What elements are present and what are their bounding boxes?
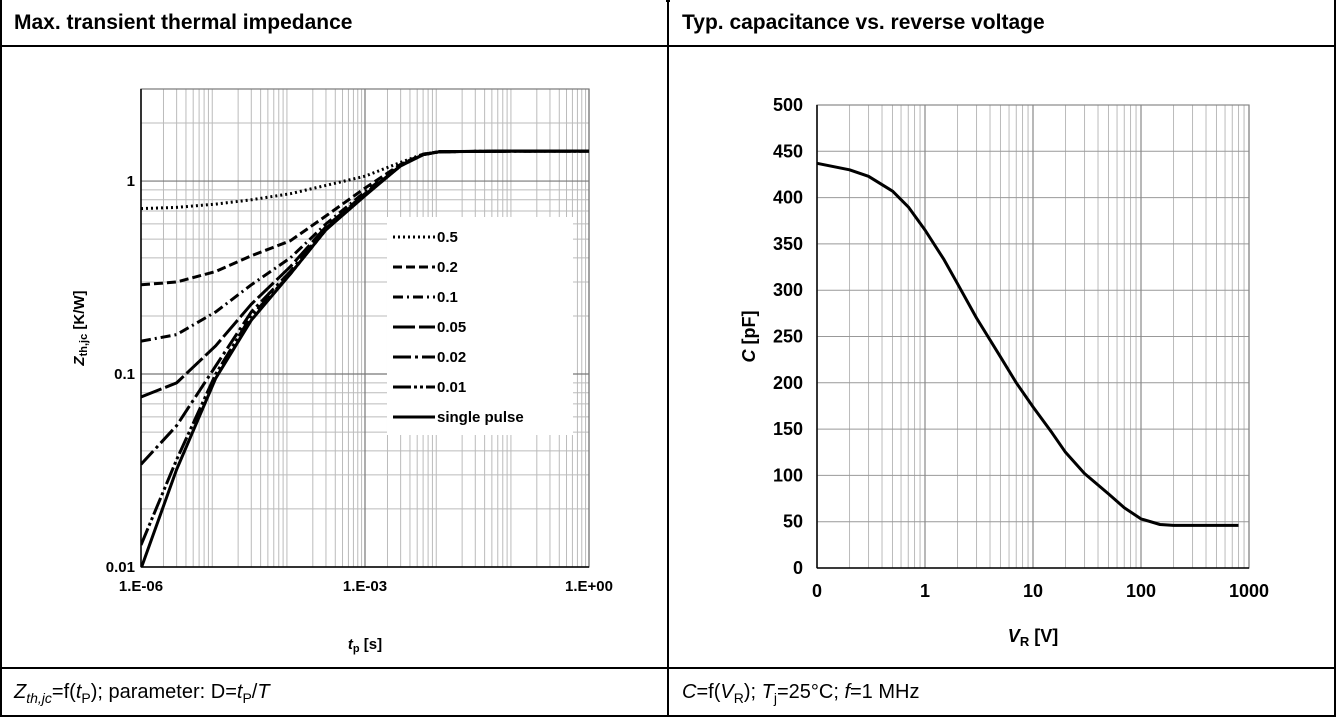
right-panel-footer: C=f(VR); Tj=25°C; f=1 MHz bbox=[670, 668, 1334, 717]
y-tick-label: 350 bbox=[773, 234, 803, 254]
x-tick-label: 10 bbox=[1023, 581, 1043, 601]
footer-f: f bbox=[844, 681, 850, 703]
x-tick-label: 100 bbox=[1126, 581, 1156, 601]
x-tick-label: 1.E-03 bbox=[343, 578, 387, 595]
legend-box bbox=[387, 217, 573, 435]
footer-text: =f( bbox=[696, 681, 721, 703]
footer-z: Z bbox=[14, 681, 27, 703]
y-axis-label: C [pF] bbox=[739, 311, 759, 363]
x-axis-label: tp [s] bbox=[348, 636, 382, 655]
x-tick-label: 1.E+00 bbox=[565, 578, 613, 595]
footer-v-sub: R bbox=[733, 690, 744, 706]
footer-t-sub: P bbox=[81, 690, 91, 706]
x-tick-label: 1 bbox=[920, 581, 930, 601]
left-panel-header: Max. transient thermal impedance bbox=[2, 0, 666, 38]
x-tick-label: 0 bbox=[812, 581, 822, 601]
legend-label: 0.2 bbox=[437, 259, 458, 276]
x-tick-label: 1.E-06 bbox=[119, 578, 163, 595]
series-line-0.01 bbox=[141, 149, 589, 546]
footer-t: t bbox=[75, 681, 82, 703]
footer-text: / bbox=[251, 681, 258, 703]
right-panel-header: Typ. capacitance vs. reverse voltage bbox=[670, 0, 1334, 38]
y-tick-label: 0 bbox=[793, 558, 803, 578]
footer-text: =25°C; bbox=[776, 681, 845, 703]
y-tick-label: 400 bbox=[773, 188, 803, 208]
series-line-capacitance bbox=[816, 161, 1239, 527]
footer-text: ); bbox=[743, 681, 762, 703]
legend-label: 0.01 bbox=[437, 379, 466, 396]
series-line-single-pulse bbox=[141, 149, 589, 567]
y-tick-label: 50 bbox=[783, 512, 803, 532]
legend-label: single pulse bbox=[437, 409, 524, 426]
y-tick-label: 450 bbox=[773, 141, 803, 161]
legend-label: 0.5 bbox=[437, 229, 458, 246]
y-tick-label: 250 bbox=[773, 327, 803, 347]
footer-z-sub: th,jc bbox=[26, 690, 52, 706]
footer-t-sub: P bbox=[242, 690, 252, 706]
x-axis-label: VR [V] bbox=[1008, 626, 1058, 649]
footer-v: V bbox=[720, 681, 734, 703]
y-axis-label: Zth,jc [K/W] bbox=[71, 290, 90, 366]
footer-text: ); parameter: D= bbox=[90, 681, 237, 703]
footer-t-sub: j bbox=[773, 690, 777, 706]
y-tick-label: 150 bbox=[773, 419, 803, 439]
legend-label: 0.02 bbox=[437, 349, 466, 366]
series-line-0.5 bbox=[141, 149, 589, 211]
y-tick-label: 200 bbox=[773, 373, 803, 393]
footer-text: =f( bbox=[51, 681, 76, 703]
x-tick-label: 1000 bbox=[1229, 581, 1269, 601]
y-tick-label: 0.01 bbox=[106, 559, 135, 576]
legend-label: 0.05 bbox=[437, 319, 466, 336]
footer-t: t bbox=[236, 681, 243, 703]
y-tick-label: 0.1 bbox=[114, 366, 135, 383]
y-tick-label: 300 bbox=[773, 280, 803, 300]
footer-period: T bbox=[257, 681, 270, 703]
y-tick-label: 500 bbox=[773, 95, 803, 115]
footer-t: T bbox=[761, 681, 774, 703]
capacitance-chart: 0 1 10 100 1000 0 50 100 150 200 250 300 350 400 450 50… bbox=[739, 95, 1269, 649]
left-panel-footer: Zth,jc=f(tP); parameter: D=tP/T bbox=[2, 668, 666, 717]
legend-label: 0.1 bbox=[437, 289, 458, 306]
y-tick-label: 1 bbox=[127, 173, 135, 190]
y-tick-label: 100 bbox=[773, 465, 803, 485]
footer-text: =1 MHz bbox=[850, 681, 920, 703]
thermal-impedance-chart: 1.E-06 1.E-03 1.E+00 0.01 0.1 1 tp [s] Zth,jc [… bbox=[71, 88, 613, 655]
footer-c: C bbox=[682, 681, 697, 703]
series-line-0.1 bbox=[141, 149, 589, 343]
